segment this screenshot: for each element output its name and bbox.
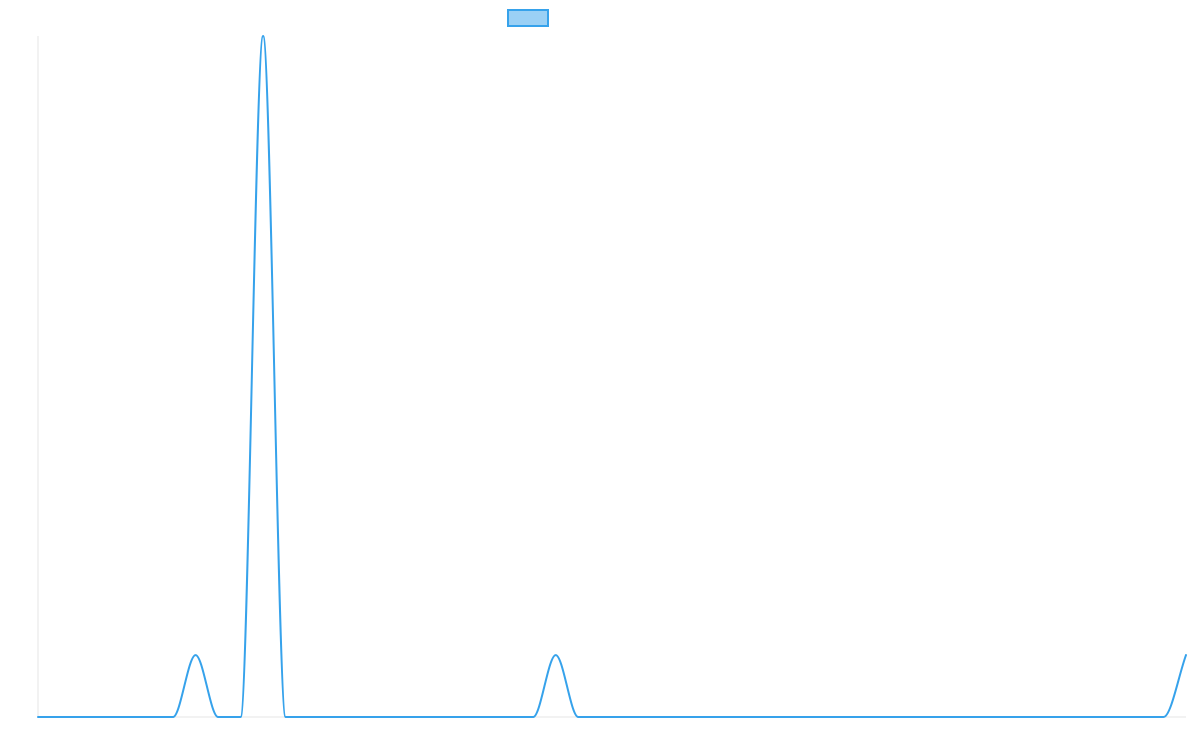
data-point[interactable] [482, 711, 494, 723]
data-point[interactable] [887, 711, 899, 723]
data-point[interactable] [1180, 649, 1192, 661]
data-point[interactable] [707, 711, 719, 723]
data-point[interactable] [415, 711, 427, 723]
data-point[interactable] [977, 711, 989, 723]
data-point[interactable] [1090, 711, 1102, 723]
data-point[interactable] [235, 711, 247, 723]
data-point[interactable] [302, 711, 314, 723]
data-point[interactable] [392, 711, 404, 723]
data-point[interactable] [32, 711, 44, 723]
data-point[interactable] [842, 711, 854, 723]
data-point[interactable] [910, 711, 922, 723]
data-point[interactable] [1157, 711, 1169, 723]
data-point[interactable] [257, 30, 269, 42]
data-point[interactable] [100, 711, 112, 723]
series-line-0 [37, 35, 1187, 719]
data-point[interactable] [775, 711, 787, 723]
data-point[interactable] [617, 711, 629, 723]
data-point[interactable] [325, 711, 337, 723]
data-point[interactable] [1112, 711, 1124, 723]
data-point[interactable] [77, 711, 89, 723]
data-point[interactable] [190, 649, 202, 661]
data-point[interactable] [662, 711, 674, 723]
data-point[interactable] [437, 711, 449, 723]
data-point[interactable] [820, 711, 832, 723]
data-point[interactable] [932, 711, 944, 723]
legend-swatch[interactable] [507, 9, 549, 27]
data-point[interactable] [752, 711, 764, 723]
data-point[interactable] [1000, 711, 1012, 723]
data-point[interactable] [1067, 711, 1079, 723]
data-point[interactable] [347, 711, 359, 723]
data-point[interactable] [955, 711, 967, 723]
data-point[interactable] [1135, 711, 1147, 723]
data-point[interactable] [122, 711, 134, 723]
data-point[interactable] [167, 711, 179, 723]
data-point[interactable] [460, 711, 472, 723]
series-layer [32, 30, 1192, 723]
data-point[interactable] [370, 711, 382, 723]
legend[interactable] [507, 9, 549, 27]
data-point[interactable] [550, 649, 562, 661]
data-point[interactable] [572, 711, 584, 723]
data-point[interactable] [212, 711, 224, 723]
data-point[interactable] [730, 711, 742, 723]
data-point[interactable] [55, 711, 67, 723]
data-point[interactable] [280, 711, 292, 723]
data-point[interactable] [640, 711, 652, 723]
data-point[interactable] [685, 711, 697, 723]
data-point[interactable] [797, 711, 809, 723]
data-point[interactable] [1045, 711, 1057, 723]
data-point[interactable] [595, 711, 607, 723]
data-point[interactable] [505, 711, 517, 723]
data-point[interactable] [527, 711, 539, 723]
data-point[interactable] [1022, 711, 1034, 723]
data-point[interactable] [145, 711, 157, 723]
data-point[interactable] [865, 711, 877, 723]
